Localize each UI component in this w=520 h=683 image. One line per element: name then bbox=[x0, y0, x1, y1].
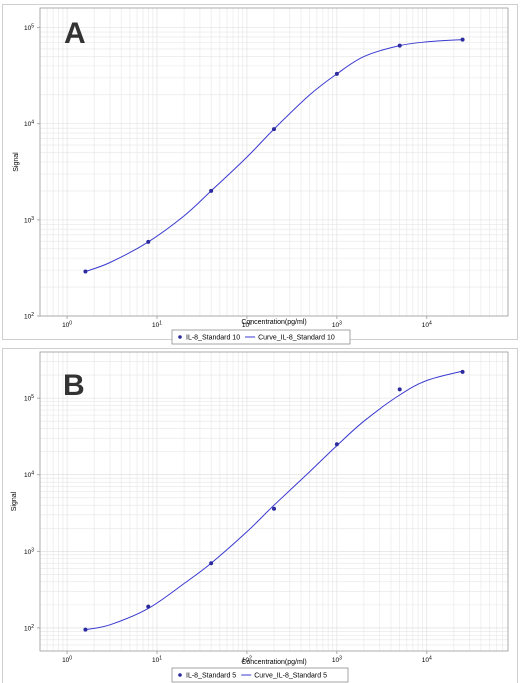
data-point bbox=[334, 71, 339, 76]
legend-marker-points bbox=[178, 673, 182, 677]
data-point bbox=[146, 239, 151, 244]
y-tick-label: 104 bbox=[24, 471, 34, 480]
x-tick-label: 104 bbox=[422, 321, 432, 330]
y-tick-label: 104 bbox=[24, 120, 34, 129]
data-point bbox=[83, 627, 88, 632]
data-point bbox=[334, 442, 339, 447]
x-tick-label: 101 bbox=[152, 321, 162, 330]
y-axis-label: Signal bbox=[13, 152, 20, 172]
legend: IL-8_Standard 5 Curve_IL-8_Standard 5 bbox=[171, 667, 349, 683]
plot-area-border bbox=[39, 7, 509, 317]
legend-marker-points bbox=[178, 335, 182, 339]
grid bbox=[39, 8, 509, 317]
data-point bbox=[146, 604, 151, 609]
data-point bbox=[272, 127, 276, 132]
x-tick-label: 103 bbox=[332, 321, 342, 330]
y-tick-label: 103 bbox=[24, 547, 34, 556]
legend: IL-8_Standard 10 Curve_IL-8_Standard 10 bbox=[171, 329, 351, 345]
y-tick-label: 102 bbox=[24, 624, 34, 633]
x-tick-label: 100 bbox=[62, 321, 72, 330]
legend-box bbox=[171, 667, 349, 683]
x-axis-label: Concentration(pg/ml) bbox=[241, 659, 306, 666]
data-point bbox=[272, 506, 276, 511]
data-point bbox=[397, 43, 402, 48]
data-point bbox=[83, 269, 88, 274]
y-tick-label: 105 bbox=[24, 24, 34, 32]
legend-box bbox=[171, 329, 351, 345]
data-point bbox=[460, 369, 465, 374]
legend-label-curve: Curve_IL-8_Standard 10 bbox=[258, 335, 335, 342]
data-point bbox=[397, 387, 402, 392]
x-tick-label: 101 bbox=[152, 656, 162, 665]
data-point bbox=[209, 188, 214, 193]
x-tick-label: 104 bbox=[422, 656, 432, 665]
y-tick-label: 103 bbox=[24, 216, 34, 225]
legend-label-curve: Curve_IL-8_Standard 5 bbox=[254, 673, 327, 680]
y-axis-label: Signal bbox=[11, 491, 18, 511]
x-tick-label: 103 bbox=[332, 656, 342, 665]
data-point bbox=[209, 561, 214, 566]
panel-letter: B bbox=[63, 369, 85, 402]
x-tick-label: 102 bbox=[242, 321, 252, 330]
panel-letter: A bbox=[64, 17, 86, 50]
legend-label-points: IL-8_Standard 5 bbox=[186, 673, 236, 680]
plot-area-border bbox=[39, 351, 509, 652]
y-tick-label: 102 bbox=[24, 312, 34, 321]
legend-label-points: IL-8_Standard 10 bbox=[186, 335, 240, 342]
chart-frame bbox=[2, 4, 518, 340]
x-tick-label: 102 bbox=[242, 656, 252, 665]
x-axis-label: Concentration(pg/ml) bbox=[241, 319, 306, 326]
chart-frame bbox=[2, 348, 518, 683]
y-tick-label: 105 bbox=[24, 394, 34, 403]
chart-panel-A: 100 101 102 103 104 102 103 104 105 Concentration… bbox=[2, 4, 518, 345]
data-point bbox=[460, 37, 465, 42]
chart-panel-B: 100 101 102 103 104 102 103 104 105 Concentration… bbox=[2, 348, 518, 683]
x-tick-label: 100 bbox=[62, 656, 72, 665]
